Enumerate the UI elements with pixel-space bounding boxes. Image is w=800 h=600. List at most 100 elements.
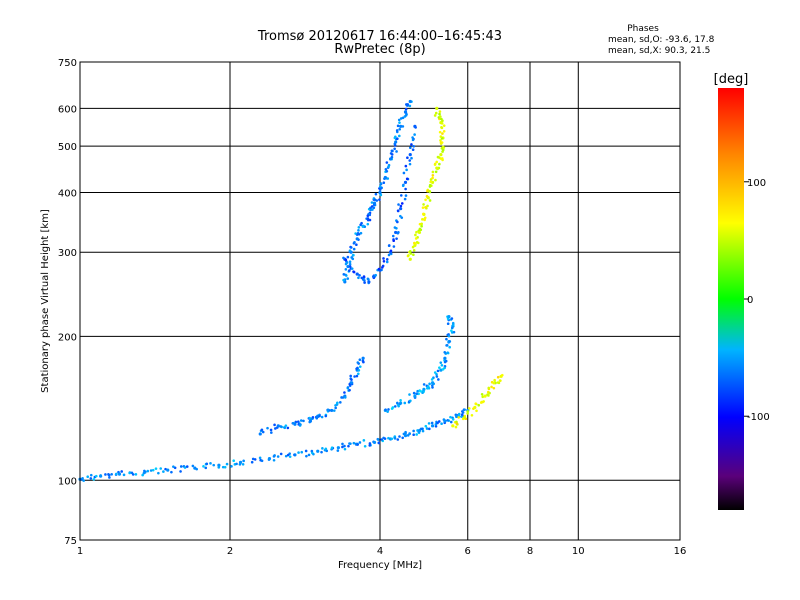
trace-dot (441, 132, 444, 135)
data-point (330, 408, 334, 413)
trace-dot (311, 416, 315, 419)
trace-dot (440, 422, 443, 426)
trace-dot (409, 399, 412, 403)
trace-dot (393, 405, 397, 408)
trace-dot (444, 359, 448, 363)
trace-dot (435, 373, 438, 376)
trace-dot (269, 428, 273, 432)
trace-dot (438, 112, 441, 116)
trace-dot (415, 392, 418, 396)
trace-dot (401, 184, 405, 188)
trace-dot (341, 445, 344, 449)
trace-dot (412, 248, 416, 252)
trace-dot (446, 351, 450, 354)
trace-dot (404, 111, 408, 114)
trace-dot (353, 241, 356, 244)
trace-dot (273, 423, 276, 427)
trace-dot (421, 218, 424, 221)
trace-dot (284, 454, 288, 458)
trace-dot (349, 442, 352, 445)
data-point (408, 99, 412, 104)
trace-dot (368, 444, 372, 447)
trace-dot (284, 424, 288, 427)
trace-dot (410, 143, 413, 146)
trace-dot (368, 442, 372, 445)
trace-dot (463, 416, 466, 419)
trace-dot (466, 410, 470, 413)
trace-dot (348, 388, 351, 392)
trace-dot (362, 275, 366, 278)
trace-dot (86, 475, 90, 479)
phase-stats-o: mean, sd,O: -93.6, 17.8 (608, 35, 715, 45)
trace-dot (434, 111, 438, 115)
trace-dot (370, 201, 374, 204)
trace-dot (392, 239, 395, 243)
trace-dot (94, 474, 98, 478)
trace-dot (420, 222, 423, 226)
trace-dot (204, 466, 208, 470)
trace-dot (496, 375, 500, 379)
trace-dot (428, 382, 431, 386)
trace-dot (457, 412, 461, 416)
trace-dot (352, 253, 355, 257)
trace-dot (104, 473, 107, 476)
data-point (217, 463, 221, 467)
trace-dot (423, 216, 427, 220)
trace-dot (183, 466, 187, 469)
trace-dot (393, 437, 397, 440)
data-point (355, 237, 359, 241)
trace-dot (355, 367, 358, 371)
trace-dot (470, 413, 474, 417)
data-point (308, 419, 313, 423)
trace-dot (403, 197, 407, 201)
trace-dot (362, 439, 366, 442)
trace-dot (195, 467, 198, 471)
trace-dot (492, 386, 496, 390)
trace-dot (424, 205, 427, 209)
trace-dot (386, 177, 390, 180)
trace-dot (416, 389, 419, 393)
y-tick-labels: 75 100 200 300 400 500 600 750 (58, 58, 77, 547)
trace-dot (401, 125, 405, 128)
trace-dot (415, 433, 418, 436)
trace-dot (428, 427, 431, 431)
trace-dot (404, 430, 407, 434)
trace-dot (396, 438, 400, 441)
trace-dot (242, 459, 245, 463)
trace-dot (343, 396, 347, 399)
trace-dot (399, 194, 403, 197)
trace-dot (299, 423, 302, 426)
trace-dot (359, 231, 363, 235)
data-point (258, 432, 262, 436)
trace-dot (342, 256, 345, 260)
trace-dot (385, 169, 389, 173)
trace-dot (343, 444, 346, 448)
trace-dot (440, 157, 444, 160)
trace-dot (390, 437, 394, 441)
trace-dot (437, 378, 440, 381)
trace-dot (382, 181, 386, 184)
trace-dot (422, 383, 426, 386)
trace-dot (230, 465, 233, 468)
trace-dot (348, 249, 352, 253)
trace-dot (330, 446, 334, 449)
trace-dot (396, 137, 399, 141)
phase-stats-heading: Phases (627, 24, 659, 34)
trace-dot (399, 204, 403, 208)
trace-dot (258, 456, 262, 460)
trace-dot (288, 455, 292, 458)
trace-dot (141, 473, 144, 477)
trace-dot (434, 178, 437, 182)
trace-dot (448, 345, 451, 349)
trace-dot (223, 465, 227, 469)
trace-dot (367, 278, 370, 281)
data-point (435, 106, 439, 110)
trace-dot (434, 170, 438, 174)
trace-dot (274, 427, 277, 430)
trace-dot (404, 164, 408, 168)
trace-dot (390, 155, 394, 159)
trace-dot (134, 473, 138, 476)
x-tick-label: 2 (227, 546, 233, 557)
trace-dot (318, 414, 321, 418)
trace-dot (419, 228, 423, 232)
